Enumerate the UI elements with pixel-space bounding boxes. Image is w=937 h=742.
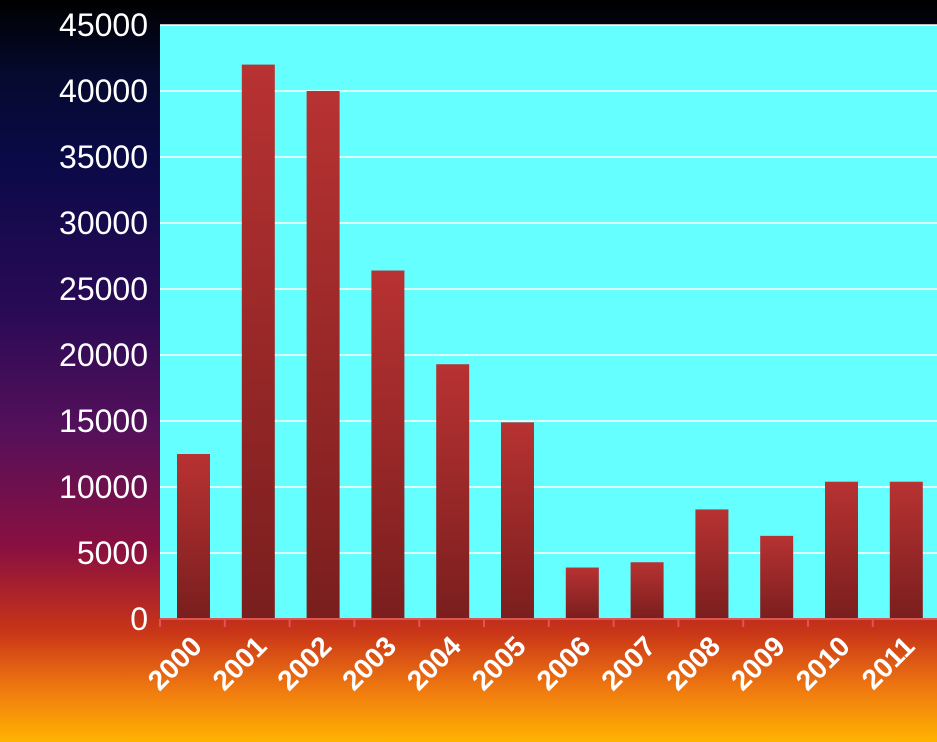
x-tick-label: 2005 (466, 630, 532, 696)
plot-area (160, 25, 937, 619)
gridlines (160, 24, 937, 554)
x-tick-label: 2003 (336, 630, 402, 696)
y-axis-labels: 0 5000 10000 15000 20000 25000 30000 35000 40000… (59, 7, 148, 637)
x-tick-label: 2007 (595, 630, 661, 696)
y-tick-label: 10000 (59, 469, 148, 505)
bars (177, 64, 923, 620)
bar-2011 (889, 481, 923, 619)
bar-2006 (565, 567, 599, 619)
bar-2005 (501, 422, 534, 619)
y-tick-label: 40000 (59, 73, 148, 109)
bar-2001 (241, 64, 275, 620)
y-tick-label: 30000 (59, 205, 148, 241)
y-tick-label: 5000 (77, 535, 148, 571)
y-tick-label: 45000 (59, 7, 148, 43)
x-tick-label: 2011 (856, 630, 921, 695)
x-tick-label: 2001 (207, 630, 273, 696)
bar-2010 (825, 481, 858, 619)
x-axis-labels: 2000200120022003200420052006200720082009… (142, 630, 921, 696)
bar-2009 (760, 535, 794, 619)
y-tick-label: 15000 (59, 403, 148, 439)
bar-2008 (695, 509, 729, 619)
y-tick-label: 20000 (59, 337, 148, 373)
y-tick-label: 25000 (59, 271, 148, 307)
bar-2003 (371, 270, 405, 619)
x-tick-label: 2004 (401, 630, 467, 696)
y-tick-label: 35000 (59, 139, 148, 175)
bar-2002 (306, 91, 340, 619)
bar-2007 (630, 562, 664, 619)
x-tick-label: 2006 (531, 630, 597, 696)
x-tick-label: 2002 (271, 630, 337, 696)
x-tick-label: 2009 (725, 630, 791, 696)
x-tick-label: 2008 (660, 630, 726, 696)
y-tick-label: 0 (130, 601, 148, 637)
bar-2000 (177, 454, 210, 619)
x-tick-label: 2000 (142, 630, 208, 696)
bar-2004 (436, 364, 470, 619)
x-axis-ticks (159, 619, 874, 627)
x-tick-label: 2010 (790, 630, 856, 696)
